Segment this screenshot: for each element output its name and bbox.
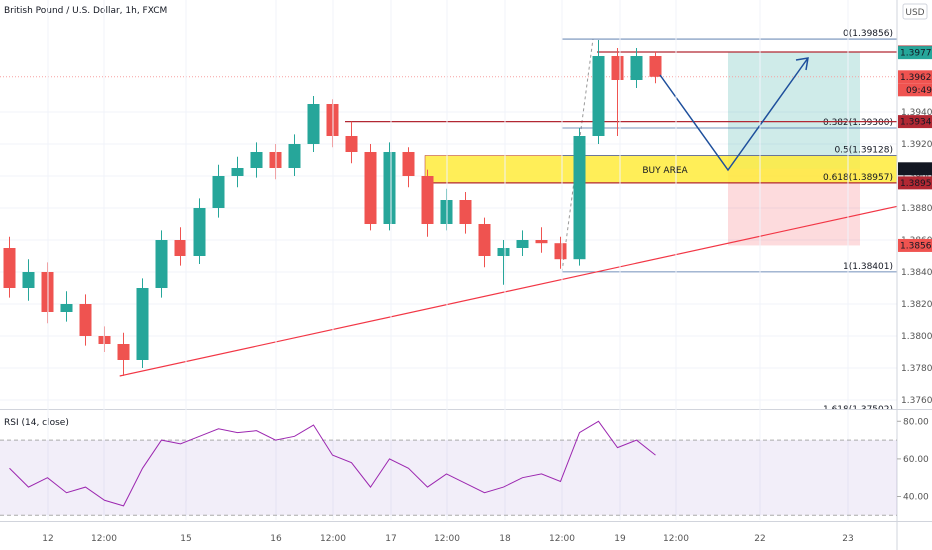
y-tick-label: 1.39400 [901,108,932,118]
candle-body [497,248,510,256]
candle-body [459,200,472,224]
rsi-line [9,420,656,507]
candle-body [478,224,491,256]
candle-body [60,304,73,312]
arrow [659,57,809,172]
candle-body [554,243,567,260]
price-label-box [898,115,932,129]
countdown: 09:49 [906,86,932,96]
fib-label: 0.5(1.39128) [834,146,893,156]
x-tick-label: 12:00 [663,534,689,544]
candle-body [649,56,662,77]
x-tick-label: 12:00 [320,534,346,544]
price-label-box [898,162,932,176]
candle-body [364,152,377,224]
candle-body [174,240,187,256]
currency-button[interactable] [902,3,928,20]
fib-label: 0.618(1.38957) [823,173,893,183]
candle-body [383,152,396,224]
y-tick-label: 1.39200 [901,140,932,150]
price-label: 1.38957 [900,179,932,189]
fib-label: 1.618(1.37502) [823,405,893,415]
candle-body [402,152,415,176]
price-label-box [898,176,932,190]
rsi-label: RSI (14, close) [4,418,69,428]
price-label: 1.39045 [900,165,932,175]
x-tick-label: 23 [842,534,853,544]
price-label: 1.38566 [900,241,932,251]
candle-body [307,104,320,144]
rsi-band [0,440,897,516]
candle-body [231,168,244,176]
fib-label: 1(1.38401) [843,262,893,272]
candle-body [516,240,529,248]
price-label-box [898,70,932,84]
rsi-tick-label: 80.00 [903,417,929,427]
candle-body [535,240,548,244]
candle-body [573,136,586,260]
rsi-tick-label: 60.00 [903,455,929,465]
y-tick-label: 1.38400 [901,268,932,278]
price-label: 1.39340 [900,118,932,128]
x-tick-label: 15 [180,534,191,544]
y-tick-label: 1.37800 [901,364,932,374]
x-tick-label: 17 [385,534,396,544]
buy-area-label: BUY AREA [642,166,688,176]
price-label-box [898,238,932,252]
candle-body [79,304,92,336]
price-pane: BUY AREA 0(1.39856) 0.382(1.39300) 0.5(1.39… [0,29,897,415]
candle-body [155,240,168,288]
x-tick-label: 12 [42,534,53,544]
trendline [119,205,897,377]
candle-body [136,288,149,360]
candle-body [250,152,263,168]
candle-body [117,344,130,360]
x-tick-label: 22 [754,534,765,544]
countdown-box [898,83,932,97]
target-zone [728,52,860,169]
y-tick-label: 1.38200 [901,300,932,310]
candle-body [3,248,16,288]
y-tick-label: 1.38000 [901,332,932,342]
price-label-box [898,46,932,60]
chart-title: British Pound / U.S. Dollar, 1h, FXCM [4,6,167,16]
x-tick-label: 19 [614,534,626,544]
x-tick-label: 16 [270,534,282,544]
candle-body [212,176,225,208]
candle-body [22,272,35,288]
currency[interactable]: USD [905,8,924,18]
candle-body [421,176,434,224]
candle-body [288,144,301,168]
fib-label: 0.382(1.39300) [823,118,893,128]
candle-body [611,56,624,80]
y-tick-label: 1.38800 [901,204,932,214]
x-tick-label: 12:00 [549,534,575,544]
x-tick-label: 12:00 [91,534,117,544]
candle-body [193,208,206,256]
x-tick-label: 18 [499,534,511,544]
x-tick-label: 12:00 [434,534,460,544]
candle-body [630,56,643,80]
y-tick-label: 1.37600 [901,396,932,406]
candle-body [592,56,605,136]
fib-label: 0(1.39856) [843,29,893,39]
rsi-tick-label: 40.00 [903,492,929,502]
candle-body [345,136,358,152]
